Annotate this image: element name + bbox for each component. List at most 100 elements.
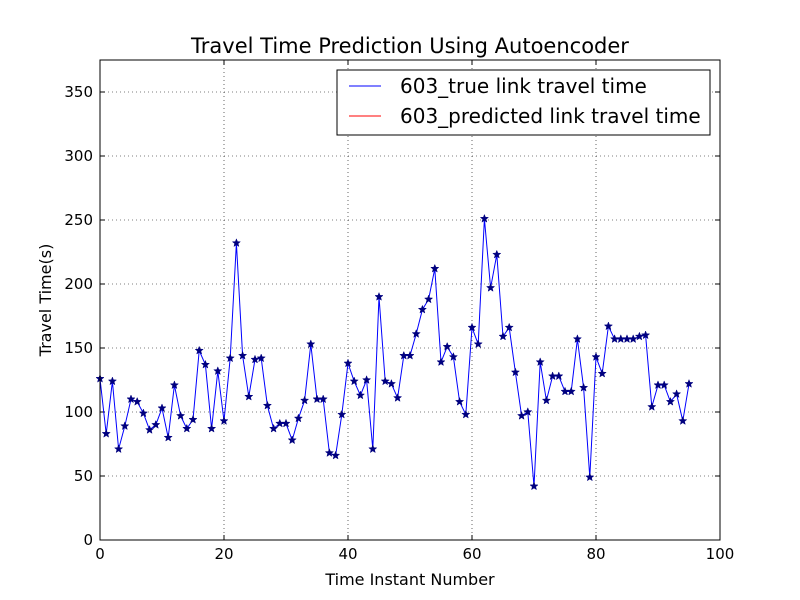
data-point — [206, 423, 217, 433]
data-point — [647, 401, 657, 411]
x-tick-label: 40 — [338, 545, 357, 563]
data-point — [126, 394, 136, 404]
y-tick-label: 350 — [64, 83, 93, 101]
data-point — [324, 448, 335, 457]
data-point — [448, 352, 459, 361]
data-point — [554, 371, 564, 381]
data-point — [293, 413, 304, 423]
data-point — [287, 435, 297, 445]
y-tick-label: 250 — [64, 211, 93, 229]
data-point — [120, 421, 130, 431]
x-tick-label: 20 — [214, 545, 233, 563]
data-point — [188, 414, 198, 424]
y-tick-label: 150 — [64, 339, 93, 357]
data-point — [318, 394, 328, 404]
data-point — [151, 419, 161, 429]
data-point — [392, 393, 403, 402]
data-point — [343, 358, 353, 368]
data-point — [529, 481, 539, 491]
data-point — [634, 331, 645, 341]
data-point — [485, 282, 496, 292]
data-point — [597, 368, 607, 378]
data-point — [678, 416, 688, 425]
data-point — [281, 418, 291, 428]
data-point — [671, 389, 682, 399]
data-point — [461, 409, 471, 419]
x-tick-label: 60 — [462, 545, 481, 563]
data-point — [473, 339, 483, 349]
legend-label-predicted: 603_predicted link travel time — [400, 104, 701, 128]
data-point — [603, 321, 614, 331]
data-point — [523, 407, 533, 416]
y-axis-label: Travel Time(s) — [36, 244, 55, 358]
data-point — [454, 396, 465, 406]
y-tick-label: 50 — [74, 467, 93, 485]
data-point — [585, 472, 595, 482]
data-point — [566, 386, 576, 396]
data-point — [175, 410, 186, 420]
data-point — [374, 291, 384, 301]
data-point — [442, 341, 452, 351]
data-point — [510, 367, 521, 377]
plot-series — [95, 213, 694, 541]
data-point — [138, 408, 149, 418]
data-point — [163, 432, 173, 442]
x-axis-label: Time Instant Number — [324, 570, 495, 589]
data-point — [225, 353, 235, 363]
data-point — [101, 428, 111, 438]
data-point — [231, 238, 242, 248]
data-point — [200, 359, 211, 369]
data-point — [659, 380, 669, 390]
data-point — [250, 354, 260, 364]
data-point — [417, 304, 428, 314]
data-point — [665, 396, 676, 406]
data-point — [330, 450, 341, 460]
data-point — [640, 330, 651, 340]
data-point — [132, 396, 142, 406]
data-point — [337, 409, 347, 419]
data-point — [213, 366, 223, 376]
plot-frame — [99, 59, 721, 541]
chart-title: Travel Time Prediction Using Autoencoder — [190, 34, 629, 58]
data-point — [504, 322, 514, 332]
data-point — [349, 376, 359, 386]
data-point — [268, 423, 279, 433]
data-point — [492, 249, 502, 259]
data-point — [355, 390, 366, 400]
y-tick-label: 300 — [64, 147, 93, 165]
data-point — [591, 352, 601, 361]
legend-box — [336, 69, 711, 136]
data-point — [467, 322, 477, 332]
y-tick-label: 200 — [64, 275, 93, 293]
data-point — [306, 339, 316, 349]
series-line-0 — [99, 218, 690, 487]
x-tick-label: 100 — [706, 545, 735, 563]
legend: 603_true link travel time 603_predicted … — [336, 69, 711, 136]
data-point — [113, 444, 124, 454]
y-tick-label: 100 — [64, 403, 93, 421]
data-point — [244, 391, 254, 401]
data-point — [628, 334, 638, 344]
data-point — [535, 357, 545, 367]
legend-label-true: 603_true link travel time — [400, 74, 647, 98]
data-point — [262, 400, 273, 410]
data-point — [194, 345, 204, 355]
data-point — [256, 353, 266, 363]
data-point — [479, 213, 490, 223]
data-point — [144, 425, 155, 434]
data-point — [572, 334, 583, 344]
data-point — [361, 375, 372, 384]
data-point — [411, 329, 421, 338]
x-tick-label: 0 — [95, 545, 105, 563]
data-point — [498, 331, 508, 341]
data-point — [380, 376, 390, 386]
data-point — [430, 263, 440, 273]
data-point — [436, 357, 446, 367]
x-tick-label: 80 — [586, 545, 605, 563]
data-point — [157, 403, 167, 413]
data-point — [219, 416, 229, 425]
data-point — [107, 376, 118, 386]
data-point — [405, 350, 415, 360]
data-point — [169, 380, 180, 390]
